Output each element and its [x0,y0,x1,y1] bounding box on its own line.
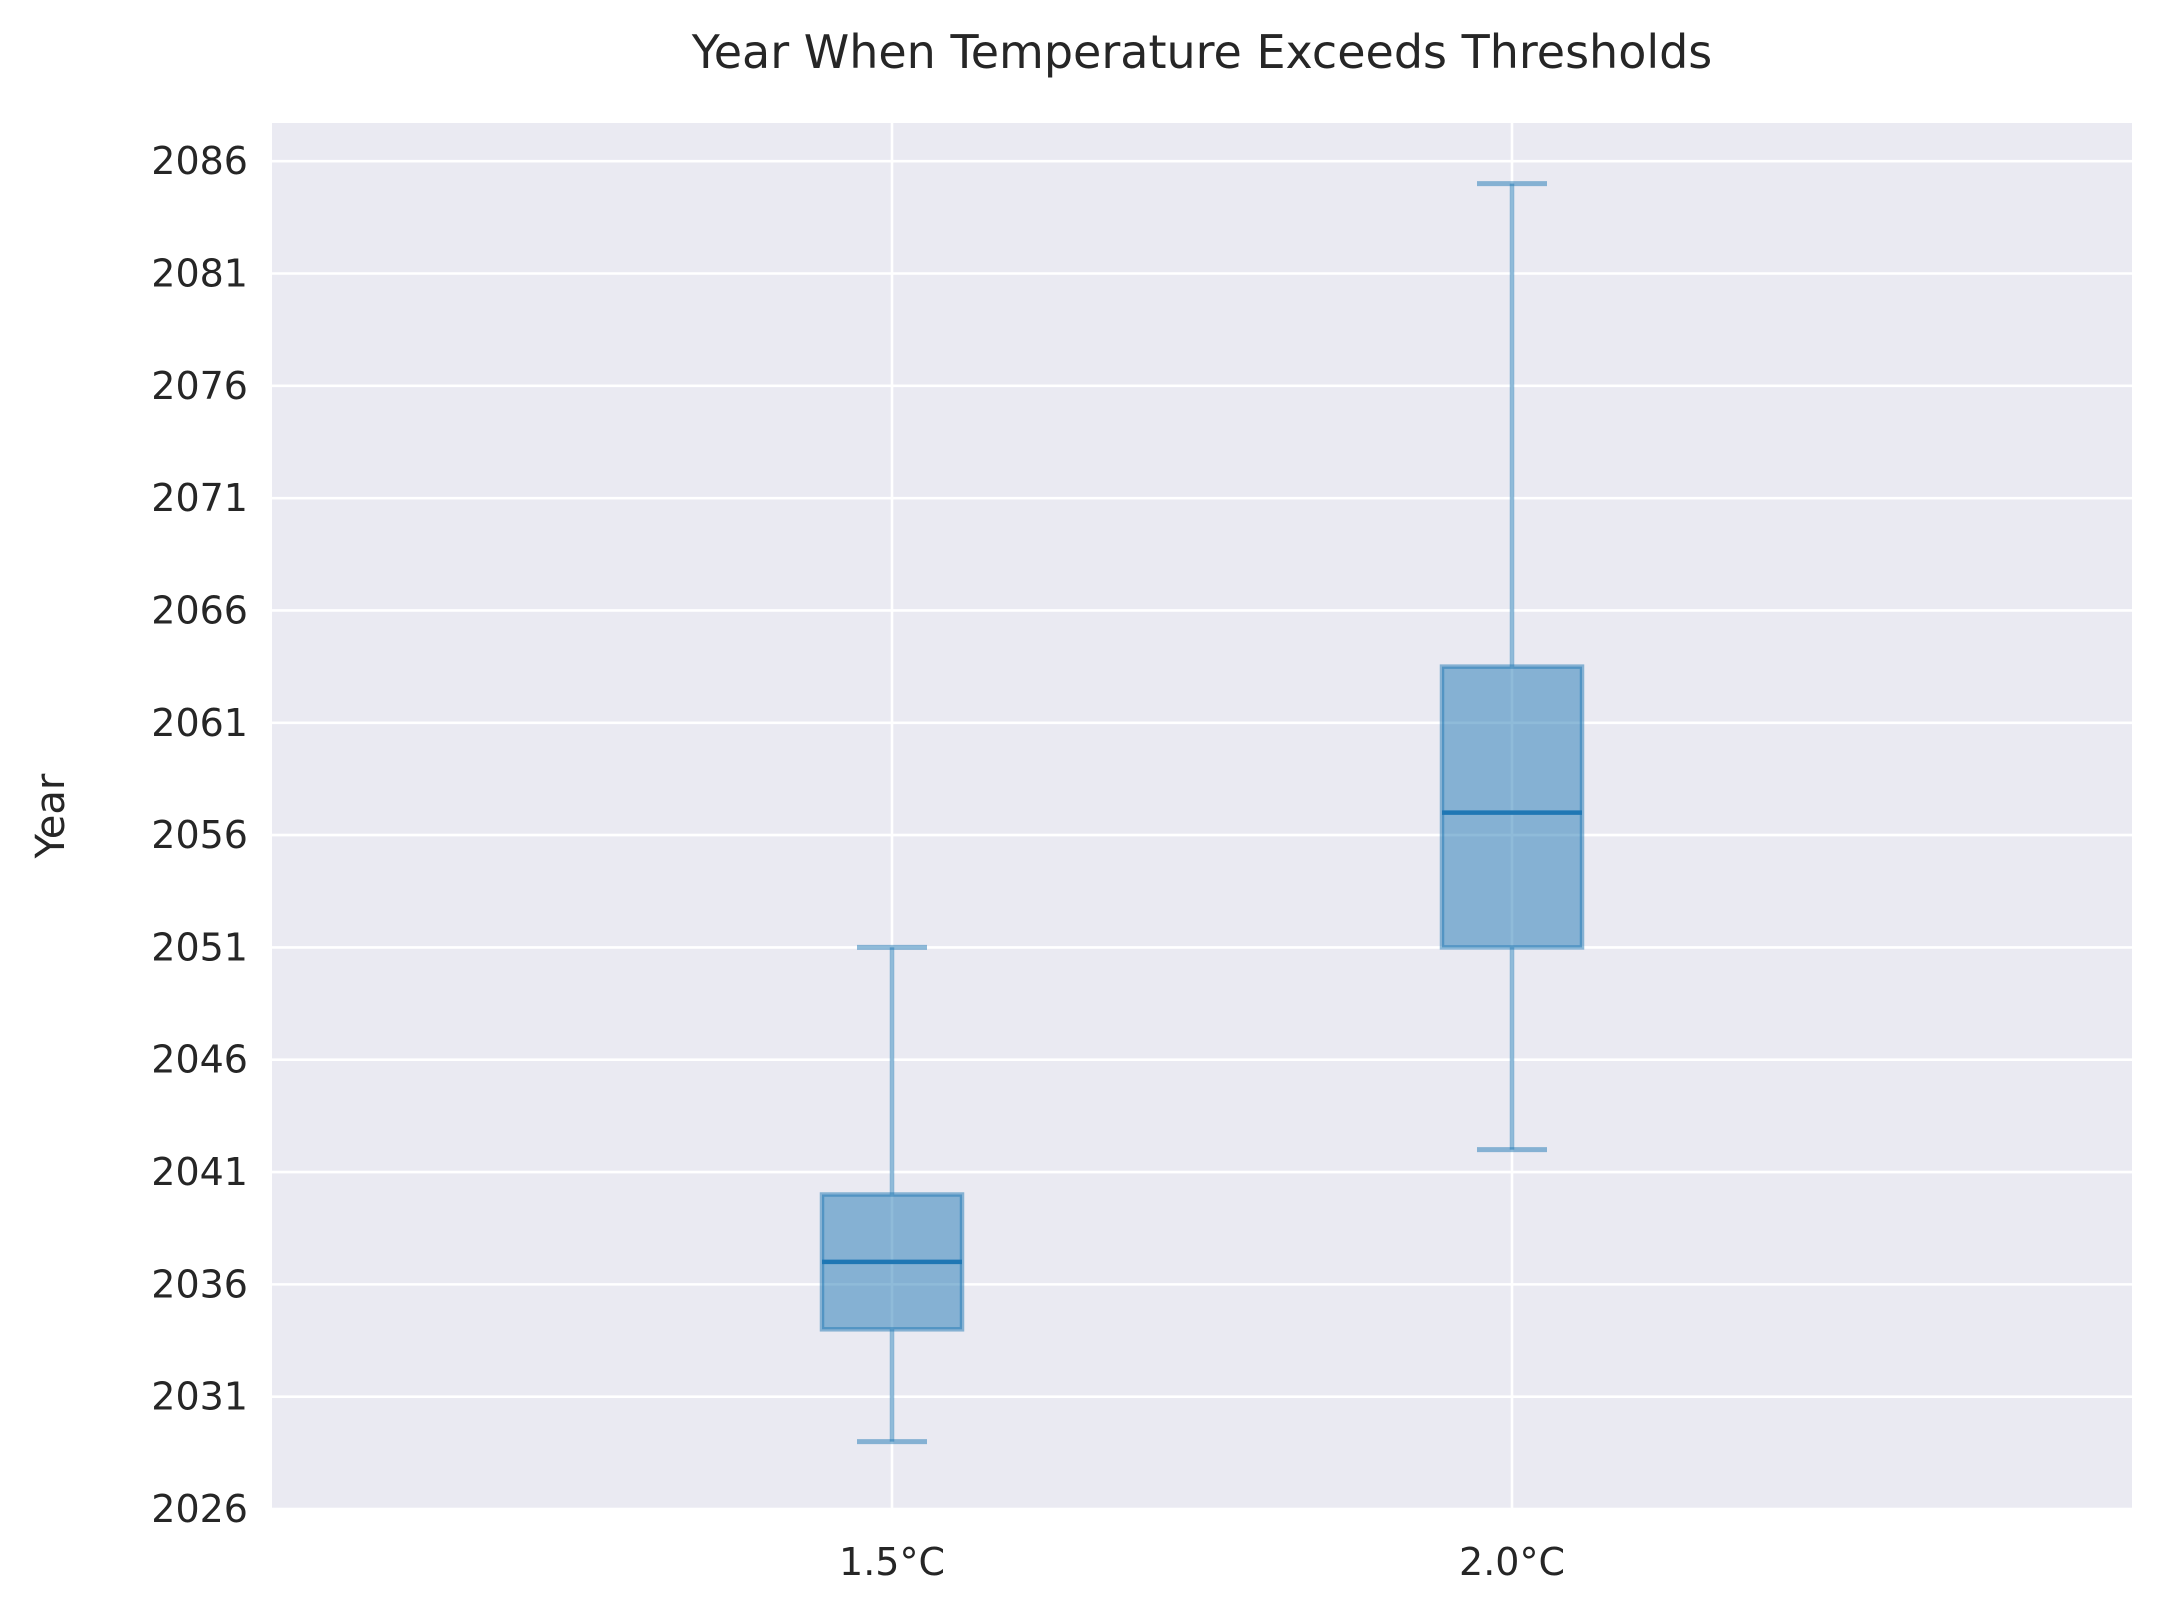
x-tick-label: 2.0°C [1459,1540,1565,1584]
y-tick-label: 2026 [151,1487,248,1531]
y-tick-label: 2081 [151,252,248,296]
chart-title: Year When Temperature Exceeds Thresholds [691,25,1713,79]
y-axis-label: Year [28,773,74,859]
y-tick-label: 2046 [151,1038,248,1082]
y-tick-label: 2086 [151,139,248,183]
y-tick-label: 2036 [151,1262,248,1306]
y-tick-label: 2061 [151,701,248,745]
y-tick-label: 2041 [151,1150,248,1194]
y-tick-label: 2056 [151,813,248,857]
box-iqr [1439,664,1585,950]
tick-layer: 2026 2031 2036 2041 2046 2051 2056 2061 2066 2071… [151,139,1565,1584]
y-tick-label: 2071 [151,476,248,520]
box-group [1439,181,1585,1153]
y-tick-label: 2066 [151,588,248,632]
y-tick-label: 2031 [151,1375,248,1419]
y-tick-label: 2051 [151,925,248,969]
plot-area [272,123,2132,1509]
x-tick-label: 1.5°C [839,1540,945,1584]
y-tick-label: 2076 [151,364,248,408]
box-layer [819,181,1585,1445]
box-group [819,944,965,1445]
